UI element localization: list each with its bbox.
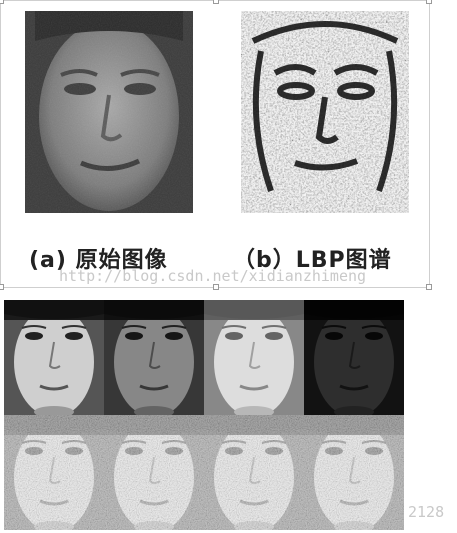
resize-handle-top-left[interactable] (0, 0, 4, 4)
caption-lbp-map: （b）LBP图谱 (233, 248, 392, 273)
lbp-map-dim (104, 415, 204, 530)
resize-handle-top-right[interactable] (426, 0, 432, 4)
caption-original-image: (a) 原始图像 (29, 248, 168, 273)
bottom-watermark: 2128 (408, 503, 445, 521)
lbp-map-normal (4, 415, 104, 530)
resize-handle-bottom-center[interactable] (213, 284, 219, 290)
face-dark-light (304, 300, 404, 415)
original-face-image (25, 11, 193, 213)
face-normal-light (4, 300, 104, 415)
illumination-face-grid (4, 300, 404, 530)
resize-handle-top-center[interactable] (213, 0, 219, 4)
lbp-map-bright (204, 415, 304, 530)
lbp-comparison-panel: (a) 原始图像 （b）LBP图谱 http://blog.csdn.net/x… (0, 0, 432, 290)
resize-handle-bottom-right[interactable] (426, 284, 432, 290)
resize-handle-bottom-left[interactable] (0, 284, 4, 290)
lbp-map-image (241, 11, 409, 213)
face-bright-light (204, 300, 304, 415)
face-dim-light (104, 300, 204, 415)
blog-watermark: http://blog.csdn.net/xidianzhimeng (59, 267, 367, 285)
lbp-map-dark (304, 415, 404, 530)
